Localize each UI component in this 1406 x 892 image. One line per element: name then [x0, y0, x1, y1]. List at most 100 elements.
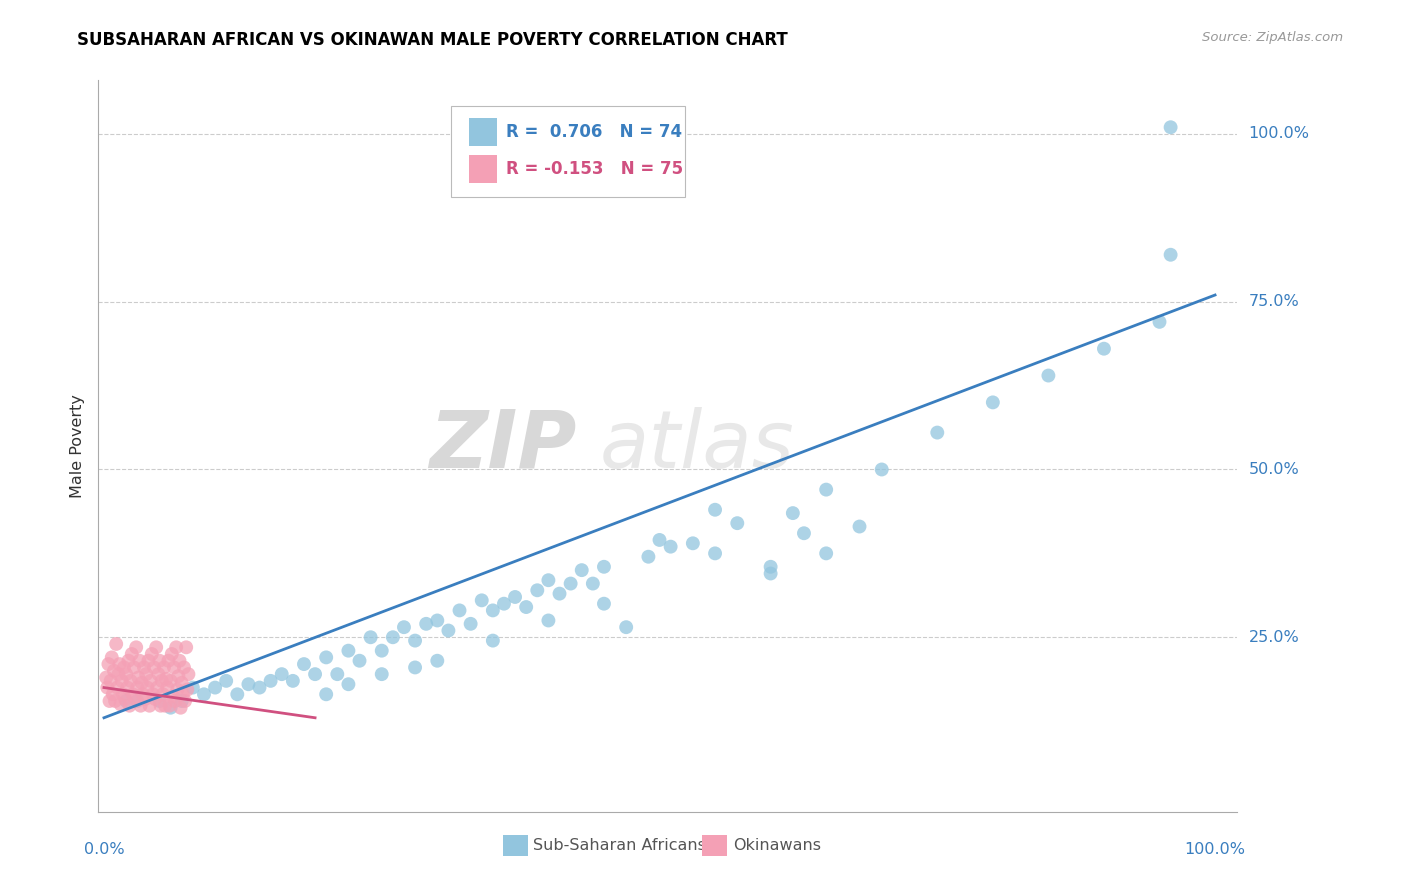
Point	[437, 624, 460, 638]
Point	[371, 643, 394, 657]
Point	[637, 549, 659, 564]
Point	[100, 673, 122, 688]
Text: 0.0%: 0.0%	[84, 842, 124, 857]
Point	[170, 694, 193, 708]
Point	[111, 687, 134, 701]
Point	[582, 576, 605, 591]
Point	[141, 647, 163, 661]
Point	[503, 590, 526, 604]
Point	[132, 660, 155, 674]
Point	[117, 654, 139, 668]
FancyBboxPatch shape	[451, 106, 685, 197]
Point	[114, 692, 136, 706]
Point	[127, 671, 149, 685]
Point	[482, 603, 505, 617]
Point	[165, 694, 187, 708]
Point	[392, 620, 415, 634]
Point	[121, 687, 143, 701]
Point	[148, 694, 170, 708]
Point	[215, 673, 238, 688]
Point	[135, 667, 157, 681]
Point	[593, 597, 616, 611]
Point	[870, 462, 893, 476]
Text: SUBSAHARAN AFRICAN VS OKINAWAN MALE POVERTY CORRELATION CHART: SUBSAHARAN AFRICAN VS OKINAWAN MALE POVE…	[77, 31, 789, 49]
Point	[157, 654, 180, 668]
Text: 100.0%: 100.0%	[1185, 842, 1246, 857]
Point	[136, 681, 159, 695]
Point	[96, 681, 118, 695]
Point	[103, 664, 125, 678]
Point	[415, 616, 437, 631]
Point	[315, 650, 337, 665]
Point	[259, 673, 281, 688]
Text: atlas: atlas	[599, 407, 794, 485]
Point	[304, 667, 326, 681]
Text: R =  0.706   N = 74: R = 0.706 N = 74	[506, 123, 682, 141]
Point	[326, 667, 349, 681]
Point	[460, 616, 482, 631]
Point	[1038, 368, 1060, 383]
Point	[120, 673, 142, 688]
Point	[124, 692, 146, 706]
Point	[167, 669, 190, 683]
Point	[138, 654, 160, 668]
Point	[121, 647, 143, 661]
Point	[148, 667, 170, 681]
Point	[337, 643, 360, 657]
Point	[759, 566, 782, 581]
Point	[155, 672, 177, 686]
Point	[160, 647, 183, 661]
Point	[128, 654, 150, 668]
Point	[281, 673, 304, 688]
Point	[159, 698, 181, 713]
Point	[143, 660, 166, 674]
Y-axis label: Male Poverty: Male Poverty	[69, 394, 84, 498]
Point	[226, 687, 249, 701]
Point	[614, 620, 637, 634]
Point	[118, 698, 141, 713]
Point	[145, 640, 167, 655]
Point	[815, 483, 838, 497]
Point	[315, 687, 337, 701]
Point	[404, 660, 426, 674]
Point	[170, 676, 193, 690]
Point	[117, 681, 139, 695]
Point	[704, 546, 727, 560]
Text: ZIP: ZIP	[429, 407, 576, 485]
Point	[176, 682, 198, 697]
Text: 75.0%: 75.0%	[1249, 294, 1299, 310]
Point	[115, 667, 138, 681]
Point	[1092, 342, 1115, 356]
Point	[204, 681, 226, 695]
Point	[153, 698, 176, 713]
Point	[270, 667, 292, 681]
Point	[682, 536, 704, 550]
Point	[148, 654, 170, 668]
Point	[149, 698, 172, 713]
Point	[725, 516, 748, 531]
Point	[159, 673, 181, 688]
Point	[360, 630, 382, 644]
Point	[848, 519, 870, 533]
Point	[249, 681, 271, 695]
Point	[537, 614, 560, 628]
Point	[174, 694, 197, 708]
Point	[193, 687, 215, 701]
Point	[449, 603, 471, 617]
Point	[112, 660, 135, 674]
Point	[107, 667, 129, 681]
Point	[156, 681, 179, 695]
Point	[371, 667, 394, 681]
Bar	[468, 119, 498, 146]
Point	[150, 673, 173, 688]
Point	[648, 533, 671, 547]
Point	[471, 593, 494, 607]
Point	[426, 654, 449, 668]
Point	[125, 640, 148, 655]
Point	[127, 681, 149, 695]
Bar	[503, 835, 527, 855]
Point	[100, 650, 122, 665]
Point	[146, 681, 169, 695]
Point	[132, 687, 155, 701]
Point	[165, 640, 187, 655]
